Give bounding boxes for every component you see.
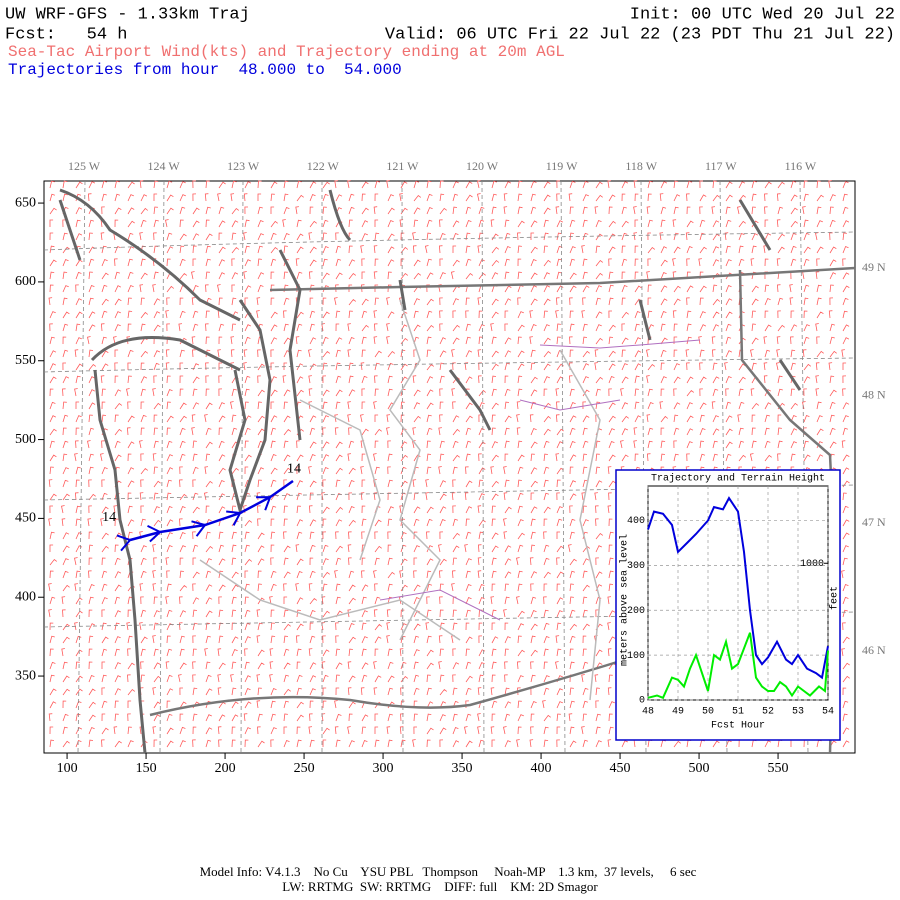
longitude-label: 118 W bbox=[625, 159, 657, 173]
x-tick-label: 53 bbox=[792, 707, 804, 718]
longitude-label: 122 W bbox=[307, 159, 340, 173]
x-tick-label: 100 bbox=[57, 761, 78, 776]
x-tick-label: 500 bbox=[689, 761, 710, 776]
x-tick-label: 350 bbox=[452, 761, 473, 776]
valid-time: Valid: 06 UTC Fri 22 Jul 22 (23 PDT Thu … bbox=[385, 25, 895, 44]
longitude-label: 124 W bbox=[148, 159, 181, 173]
latitude-label: 48 N bbox=[862, 387, 886, 401]
x-tick-label: 51 bbox=[732, 707, 744, 718]
longitude-label: 119 W bbox=[546, 159, 578, 173]
latitude-label: 49 N bbox=[862, 260, 886, 274]
forecast-hour: Fcst: 54 h bbox=[5, 25, 127, 44]
y2-tick-label: 1000 bbox=[800, 559, 824, 570]
x-tick-label: 200 bbox=[215, 761, 236, 776]
x-tick-label: 300 bbox=[373, 761, 394, 776]
latitude-label: 46 N bbox=[862, 643, 886, 657]
y-tick-label: 650 bbox=[15, 195, 36, 210]
footer-line: Model Info: V4.1.3 No Cu YSU PBL Thompso… bbox=[200, 864, 697, 879]
x-tick-label: 54 bbox=[822, 707, 834, 718]
footer-line: LW: RRTMG SW: RRTMG DIFF: full KM: 2D Sm… bbox=[282, 879, 598, 894]
y-tick-label: 500 bbox=[15, 432, 36, 447]
coastlines bbox=[58, 188, 802, 754]
x-tick-label: 250 bbox=[294, 761, 315, 776]
trajectory-arrow bbox=[147, 524, 161, 543]
x-tick-label: 52 bbox=[762, 707, 774, 718]
county-borders bbox=[199, 299, 601, 701]
inset-frame bbox=[615, 469, 841, 741]
x-tick-label: 49 bbox=[672, 707, 684, 718]
inset-line bbox=[647, 632, 829, 700]
y-tick-label: 0 bbox=[639, 696, 645, 707]
y-tick-label: 550 bbox=[15, 353, 36, 368]
x-tick-label: 50 bbox=[702, 707, 714, 718]
hours: Trajectories from hour 48.000 to 54.000 bbox=[8, 61, 402, 79]
title: UW WRF-GFS - 1.33km Traj bbox=[5, 5, 250, 24]
y-tick-label: 600 bbox=[15, 274, 36, 289]
inset-line bbox=[647, 496, 829, 680]
longitude-label: 125 W bbox=[68, 159, 101, 173]
y-tick-label: 400 bbox=[627, 516, 645, 527]
longitude-label: 123 W bbox=[227, 159, 260, 173]
init-time: Init: 00 UTC Wed 20 Jul 22 bbox=[630, 5, 895, 24]
longitude-label: 121 W bbox=[386, 159, 419, 173]
trajectory-label: 14 bbox=[102, 510, 116, 525]
inset-ylabel: meters above sea level bbox=[619, 534, 631, 666]
y-tick-label: 200 bbox=[627, 606, 645, 617]
inset-y2label: feet bbox=[829, 586, 841, 610]
trajectory-arrow bbox=[116, 534, 131, 552]
trajectory-arrow bbox=[226, 510, 241, 526]
boundaries bbox=[379, 339, 701, 621]
subtitle: Sea-Tac Airport Wind(kts) and Trajectory… bbox=[8, 43, 565, 61]
trajectory-arrow bbox=[191, 520, 206, 537]
y-tick-label: 300 bbox=[627, 561, 645, 572]
trajectory bbox=[129, 479, 294, 542]
trajectory-arrow bbox=[256, 496, 272, 511]
x-tick-label: 450 bbox=[610, 761, 631, 776]
latitude-lines bbox=[43, 231, 856, 628]
longitude-label: 116 W bbox=[785, 159, 817, 173]
inset: Trajectory and Terrain Height meters abo… bbox=[615, 469, 841, 741]
x-tick-label: 550 bbox=[768, 761, 789, 776]
x-tick-label: 400 bbox=[531, 761, 552, 776]
latitude-label: 47 N bbox=[862, 515, 886, 529]
longitude-label: 117 W bbox=[705, 159, 737, 173]
longitude-label: 120 W bbox=[466, 159, 499, 173]
y-tick-label: 350 bbox=[15, 668, 36, 683]
inset-xlabel: Fcst Hour bbox=[711, 721, 765, 732]
y-tick-label: 450 bbox=[15, 511, 36, 526]
trajectory-label: 14 bbox=[287, 461, 301, 476]
y-tick-label: 400 bbox=[15, 589, 36, 604]
y-tick-label: 100 bbox=[627, 651, 645, 662]
x-tick-label: 48 bbox=[642, 707, 654, 718]
x-tick-label: 150 bbox=[136, 761, 157, 776]
inset-title: Trajectory and Terrain Height bbox=[651, 473, 825, 485]
